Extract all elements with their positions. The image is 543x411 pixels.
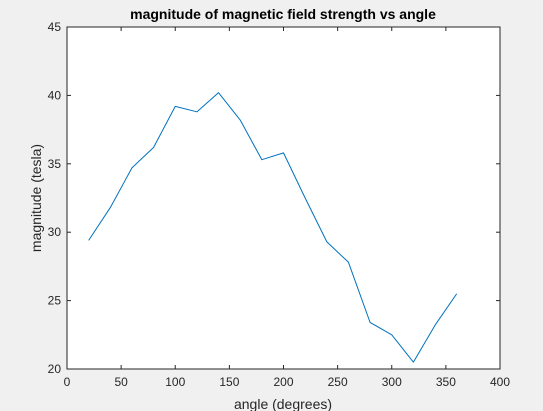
x-tick-label: 0 xyxy=(64,375,71,389)
x-axis-label: angle (degrees) xyxy=(234,396,332,411)
x-tick-label: 350 xyxy=(436,375,456,389)
x-tick-label: 300 xyxy=(382,375,402,389)
y-axis: 20 25 30 35 40 45 xyxy=(48,20,500,376)
x-tick-label: 400 xyxy=(490,375,510,389)
y-tick-label: 40 xyxy=(48,88,62,102)
y-tick-label: 35 xyxy=(48,157,62,171)
x-tick-label: 200 xyxy=(273,375,293,389)
x-axis: 0 50 100 150 200 250 300 350 400 xyxy=(64,27,510,389)
y-tick-label: 30 xyxy=(48,225,62,239)
series-line xyxy=(88,92,458,363)
x-tick-label: 100 xyxy=(165,375,185,389)
y-axis-label: magnitude (tesla) xyxy=(28,144,44,252)
x-tick-label: 250 xyxy=(328,375,348,389)
y-tick-label: 20 xyxy=(48,362,62,376)
x-tick-label: 150 xyxy=(219,375,239,389)
y-tick-label: 25 xyxy=(48,294,62,308)
x-tick-label: 50 xyxy=(114,375,128,389)
y-tick-label: 45 xyxy=(48,20,62,34)
series-layer xyxy=(88,92,458,363)
axes-box xyxy=(66,26,501,370)
chart-title: magnitude of magnetic field strength vs … xyxy=(130,6,436,22)
plot-area xyxy=(67,27,500,369)
